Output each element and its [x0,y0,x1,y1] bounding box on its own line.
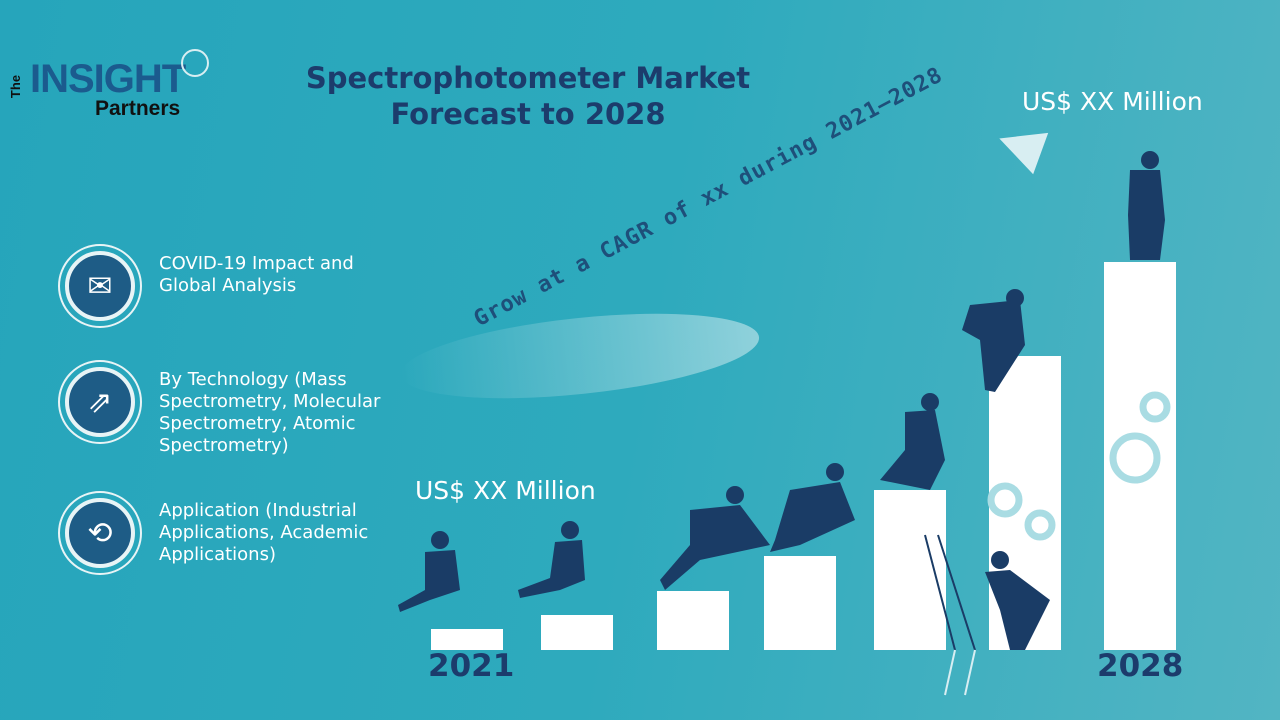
logo-insight: INSIGHT [30,57,186,101]
end-year: 2028 [1097,648,1184,684]
title-line-1: Spectrophotometer Market [305,61,751,95]
logo-ring-icon [181,49,209,77]
end-value: US$ XX Million [1022,87,1203,116]
feature-text: By Technology (Mass Spectrometry, Molecu… [159,369,381,456]
ladder-icon [924,534,976,651]
growth-chart-icon: ⇗ [58,360,142,444]
step-bar-2 [541,615,613,650]
step-bar-3 [657,591,729,650]
title-line-2: Forecast to 2028 [390,97,666,131]
start-year: 2021 [428,648,515,684]
feature-text: Application (Industrial Applications, Ac… [159,500,369,565]
logo-partners: Partners [95,97,181,120]
page-title: Spectrophotometer Market Forecast to 202… [300,60,756,132]
exchange-arrows-icon: ⟲ [58,491,142,575]
start-value: US$ XX Million [415,476,596,505]
envelope-icon: ✉ [58,244,142,328]
gear-icons [987,391,1171,541]
logo: The INSIGHT Partners [6,49,216,125]
step-bar-4 [764,556,836,650]
feature-text: COVID-19 Impact and Global Analysis [159,253,354,296]
step-bar-1 [431,629,503,650]
